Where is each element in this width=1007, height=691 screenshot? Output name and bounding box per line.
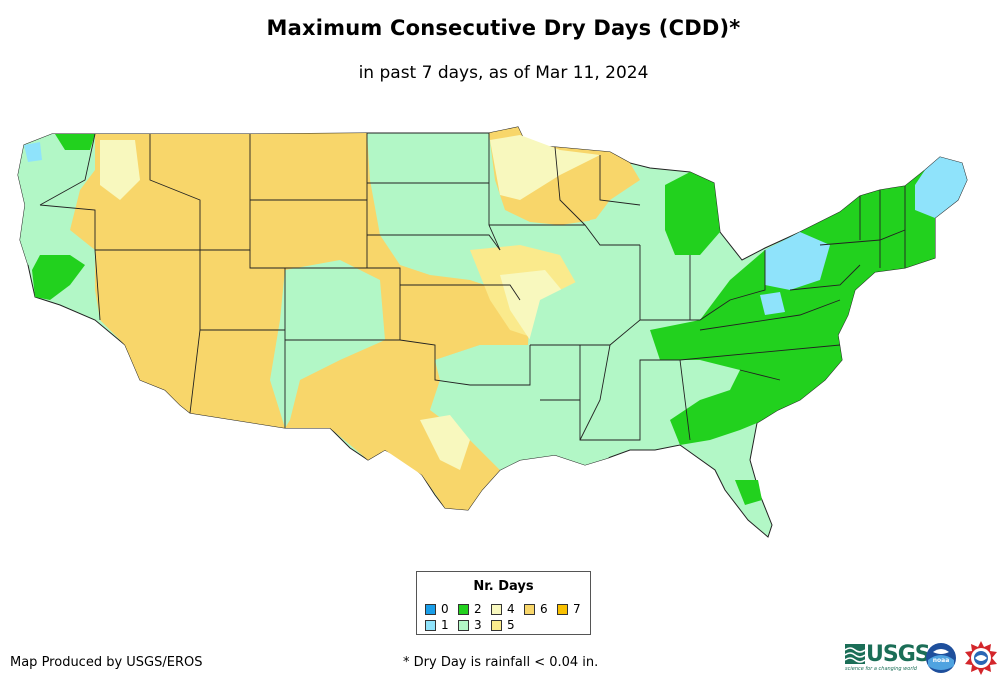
legend-swatch [425,604,436,615]
region-2-days-mi [665,172,720,255]
region-2-days-east [650,170,935,445]
legend-label: 1 [441,618,449,632]
region-3-days-ut-co [270,260,385,428]
legend-item: 5 [491,619,515,631]
region-2-days-ca [32,255,85,300]
region-2-days-wa [55,134,95,150]
region-1-day-wv [760,292,785,315]
legend-label: 5 [507,618,515,632]
legend-swatch [491,620,502,631]
legend-item: 7 [557,603,581,615]
region-4-days-id [100,140,140,200]
legend: Nr. Days 0 1 2 3 4 5 6 7 [416,571,591,635]
legend-label: 2 [474,602,482,616]
legend-label: 7 [573,602,581,616]
producer-credit: Map Produced by USGS/EROS [10,655,203,670]
region-1-day-wa [24,142,42,162]
legend-swatch [458,620,469,631]
legend-swatch [524,604,535,615]
legend-label: 0 [441,602,449,616]
usgs-tagline: science for a changing world [845,666,917,672]
region-3-days-south [435,210,720,470]
region-1-day-oh [765,232,830,290]
legend-label: 4 [507,602,515,616]
legend-swatch [557,604,568,615]
legend-item: 0 [425,603,449,615]
legend-label: 6 [540,602,548,616]
dry-day-regions [18,127,967,510]
legend-swatch [458,604,469,615]
legend-item: 2 [458,603,482,615]
noaa-logo-text: noaa [933,657,950,664]
usgs-logo-text: USGS [866,642,931,667]
legend-title: Nr. Days [473,579,534,594]
usgs-logo[interactable]: USGS science for a changing world [844,642,931,674]
nws-logo-icon[interactable] [963,640,999,676]
region-4-days-tx [420,415,470,470]
state-boundaries [39,133,906,441]
map-subtitle: in past 7 days, as of Mar 11, 2024 [358,63,649,83]
region-1-day-me [915,157,967,218]
region-4-days-north [490,135,600,200]
legend-swatch [491,604,502,615]
legend-label: 3 [474,618,482,632]
region-2-days-fl [735,480,762,505]
map-title: Maximum Consecutive Dry Days (CDD)* [266,16,741,40]
legend-swatch [425,620,436,631]
region-3-days-pnw [18,134,95,265]
legend-item: 6 [524,603,548,615]
legend-item: 1 [425,619,449,631]
usgs-wave-icon [844,644,866,664]
dry-day-footnote: * Dry Day is rainfall < 0.04 in. [403,655,599,670]
noaa-logo-icon[interactable]: noaa [925,642,957,674]
legend-item: 3 [458,619,482,631]
legend-item: 4 [491,603,515,615]
